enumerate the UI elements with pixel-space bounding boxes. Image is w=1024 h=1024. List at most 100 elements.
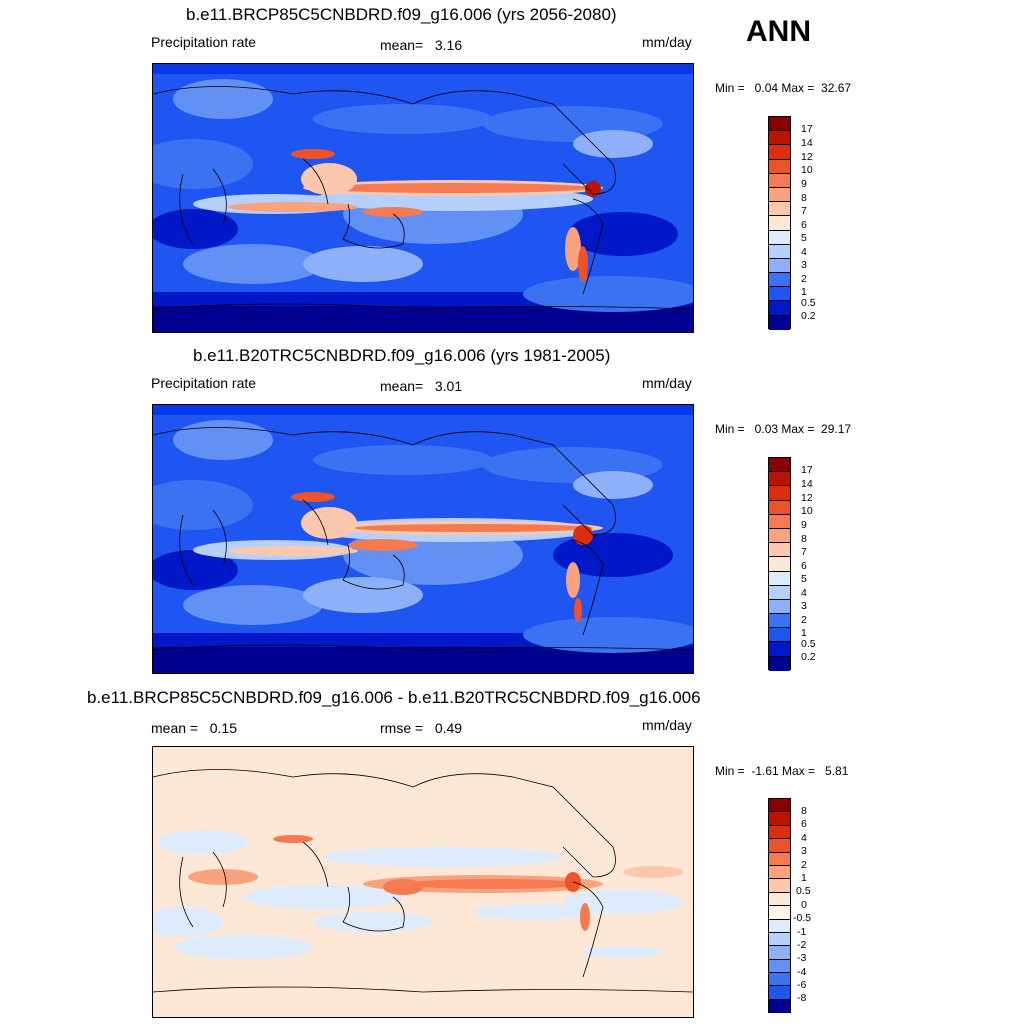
colorbar-swatch <box>769 131 790 146</box>
colorbar-swatch <box>769 999 790 1014</box>
colorbar-swatch <box>769 273 790 288</box>
colorbar-swatch <box>769 973 790 987</box>
colorbar-tick-label: -0.5 <box>793 912 812 924</box>
colorbar-swatch <box>769 202 790 217</box>
colorbar-tick-label: 10 <box>801 505 813 517</box>
colorbar-tick-label: -1 <box>797 926 807 938</box>
colorbar-swatch <box>769 614 790 629</box>
colorbar-swatch <box>769 458 790 473</box>
colorbar-tick-label: 12 <box>801 492 813 504</box>
colorbar-tick-label: 2 <box>801 859 807 871</box>
colorbar-tick-label: 12 <box>801 151 813 163</box>
colorbar-tick-label: 4 <box>801 246 807 258</box>
colorbar-tick-label: 2 <box>801 273 807 285</box>
colorbar-tick-label: 0.5 <box>801 297 816 309</box>
panel-1-title: b.e11.BRCP85C5CNBDRD.f09_g16.006 (yrs 20… <box>186 5 617 24</box>
colorbar-swatch <box>769 159 790 174</box>
colorbar-tick-label: 4 <box>801 832 807 844</box>
panel-2-variable-label: Precipitation rate <box>151 375 257 391</box>
colorbar-swatch <box>769 839 790 853</box>
colorbar-tick-label: 14 <box>801 478 813 490</box>
colorbar-tick-label: 7 <box>801 205 807 217</box>
colorbar-swatch <box>769 571 790 586</box>
panel-3-minmax: Min = -1.61 Max = 5.81 <box>715 764 849 778</box>
colorbar-tick-label: 5 <box>801 573 807 585</box>
colorbar-tick-label: 9 <box>801 519 807 531</box>
colorbar-swatch <box>769 486 790 501</box>
colorbar-swatch <box>769 986 790 1000</box>
panel-1-units-label: mm/day <box>642 34 692 50</box>
colorbar-tick-label: -4 <box>797 966 807 978</box>
colorbar-swatch <box>769 656 790 671</box>
colorbar-swatch <box>769 500 790 515</box>
colorbar-tick-label: 5 <box>801 232 807 244</box>
colorbar-swatch <box>769 315 790 330</box>
panel-1-colorbar <box>768 116 791 330</box>
colorbar-swatch <box>769 906 790 920</box>
panel-3-map <box>152 746 694 1018</box>
colorbar-tick-label: 6 <box>801 560 807 572</box>
colorbar-tick-label: 4 <box>801 587 807 599</box>
colorbar-swatch <box>769 852 790 866</box>
panel-1-mean-label: mean= 3.16 <box>380 37 463 53</box>
panel-3-colorbar <box>768 798 791 1014</box>
colorbar-tick-label: 0.5 <box>801 638 816 650</box>
colorbar-tick-label: 0 <box>801 899 807 911</box>
colorbar-swatch <box>769 919 790 933</box>
colorbar-swatch <box>769 959 790 974</box>
colorbar-tick-label: 17 <box>801 123 813 135</box>
colorbar-tick-label: -8 <box>797 992 807 1004</box>
colorbar-tick-label: 17 <box>801 464 813 476</box>
colorbar-tick-label: 3 <box>801 600 807 612</box>
colorbar-swatch <box>769 145 790 160</box>
colorbar-tick-label: 1 <box>801 286 807 298</box>
colorbar-swatch <box>769 892 790 907</box>
colorbar-swatch <box>769 799 790 813</box>
colorbar-swatch <box>769 117 790 132</box>
colorbar-tick-label: -6 <box>797 979 807 991</box>
colorbar-swatch <box>769 932 790 947</box>
panel-1-map <box>152 63 694 333</box>
colorbar-swatch <box>769 557 790 572</box>
colorbar-tick-label: 1 <box>801 627 807 639</box>
colorbar-swatch <box>769 173 790 188</box>
panel-3-mean-label: mean = 0.15 <box>151 720 238 736</box>
season-label: ANN <box>746 15 811 48</box>
colorbar-tick-label: -2 <box>797 939 807 951</box>
colorbar-swatch <box>769 585 790 600</box>
colorbar-tick-label: 3 <box>801 259 807 271</box>
colorbar-swatch <box>769 230 790 245</box>
colorbar-swatch <box>769 825 790 840</box>
colorbar-tick-label: -3 <box>797 952 807 964</box>
colorbar-swatch <box>769 628 790 643</box>
colorbar-swatch <box>769 865 790 880</box>
panel-1-variable-label: Precipitation rate <box>151 34 257 50</box>
panel-1-minmax: Min = 0.04 Max = 32.67 <box>715 81 852 95</box>
colorbar-swatch <box>769 514 790 529</box>
colorbar-tick-label: 9 <box>801 178 807 190</box>
colorbar-tick-label: 6 <box>801 219 807 231</box>
colorbar-swatch <box>769 642 790 657</box>
panel-3-title: b.e11.BRCP85C5CNBDRD.f09_g16.006 - b.e11… <box>87 688 701 707</box>
colorbar-tick-label: 14 <box>801 137 813 149</box>
colorbar-swatch <box>769 244 790 259</box>
colorbar-tick-label: 10 <box>801 164 813 176</box>
panel-3-units-label: mm/day <box>642 717 692 733</box>
colorbar-swatch <box>769 472 790 487</box>
colorbar-tick-label: 0.2 <box>801 651 816 663</box>
colorbar-swatch <box>769 543 790 558</box>
colorbar-tick-label: 2 <box>801 614 807 626</box>
colorbar-tick-label: 0.2 <box>801 310 816 322</box>
colorbar-swatch <box>769 287 790 302</box>
colorbar-tick-label: 8 <box>801 805 807 817</box>
colorbar-swatch <box>769 879 790 893</box>
colorbar-tick-label: 6 <box>801 818 807 830</box>
colorbar-swatch <box>769 812 790 826</box>
colorbar-tick-label: 8 <box>801 533 807 545</box>
panel-2-colorbar <box>768 457 791 671</box>
panel-2-map <box>152 404 694 674</box>
colorbar-tick-label: 8 <box>801 192 807 204</box>
colorbar-tick-label: 1 <box>801 872 807 884</box>
panel-2-title: b.e11.B20TRC5CNBDRD.f09_g16.006 (yrs 198… <box>193 346 611 365</box>
panel-2-minmax: Min = 0.03 Max = 29.17 <box>715 422 852 436</box>
